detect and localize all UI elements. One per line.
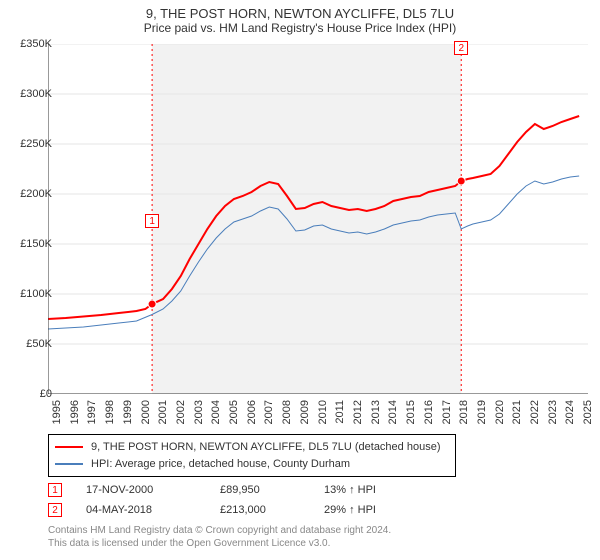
y-tick-label: £100K: [8, 288, 52, 300]
x-tick-label: 2010: [317, 400, 329, 424]
x-tick-label: 2000: [140, 400, 152, 424]
x-tick-label: 1997: [86, 400, 98, 424]
y-tick-label: £350K: [8, 38, 52, 50]
x-tick-label: 2002: [175, 400, 187, 424]
x-tick-label: 2018: [458, 400, 470, 424]
chart-subtitle: Price paid vs. HM Land Registry's House …: [0, 21, 600, 39]
x-tick-label: 2008: [281, 400, 293, 424]
x-tick-label: 2023: [547, 400, 559, 424]
x-tick-label: 2009: [299, 400, 311, 424]
x-tick-label: 2014: [387, 400, 399, 424]
y-tick-label: £200K: [8, 188, 52, 200]
x-tick-label: 2020: [494, 400, 506, 424]
legend-label: 9, THE POST HORN, NEWTON AYCLIFFE, DL5 7…: [91, 439, 440, 456]
legend-swatch: [55, 463, 83, 465]
chart-title: 9, THE POST HORN, NEWTON AYCLIFFE, DL5 7…: [0, 0, 600, 21]
x-tick-label: 2004: [210, 400, 222, 424]
sale-row: 2 04-MAY-2018 £213,000 29% ↑ HPI: [48, 500, 414, 520]
sale-price: £89,950: [220, 484, 300, 496]
y-tick-label: £50K: [8, 338, 52, 350]
sale-date: 17-NOV-2000: [86, 484, 196, 496]
legend-swatch: [55, 446, 83, 448]
plot-area: 1995199619971998199920002001200220032004…: [48, 44, 588, 394]
x-tick-label: 1998: [104, 400, 116, 424]
y-tick-label: £0: [8, 388, 52, 400]
x-tick-label: 2022: [529, 400, 541, 424]
attribution-line2: This data is licensed under the Open Gov…: [48, 538, 330, 549]
x-tick-label: 2019: [476, 400, 488, 424]
x-tick-label: 2017: [441, 400, 453, 424]
x-tick-label: 2021: [511, 400, 523, 424]
x-tick-label: 2003: [193, 400, 205, 424]
legend-label: HPI: Average price, detached house, Coun…: [91, 456, 350, 473]
y-tick-label: £150K: [8, 238, 52, 250]
x-tick-label: 2001: [157, 400, 169, 424]
sale-diff: 29% ↑ HPI: [324, 504, 414, 516]
sale-marker-2: 2: [454, 41, 468, 55]
legend-row: 9, THE POST HORN, NEWTON AYCLIFFE, DL5 7…: [55, 439, 449, 456]
sale-diff: 13% ↑ HPI: [324, 484, 414, 496]
x-tick-label: 2011: [334, 400, 346, 424]
attribution-line1: Contains HM Land Registry data © Crown c…: [48, 525, 391, 536]
sale-date: 04-MAY-2018: [86, 504, 196, 516]
sale-marker-icon: 2: [48, 503, 62, 517]
x-tick-label: 2025: [582, 400, 594, 424]
chart-svg: [48, 44, 588, 394]
x-tick-label: 2012: [352, 400, 364, 424]
sale-row: 1 17-NOV-2000 £89,950 13% ↑ HPI: [48, 480, 414, 500]
x-tick-label: 1999: [122, 400, 134, 424]
x-tick-label: 2024: [564, 400, 576, 424]
sale-marker-1: 1: [145, 214, 159, 228]
x-tick-label: 2005: [228, 400, 240, 424]
y-tick-label: £250K: [8, 138, 52, 150]
x-tick-label: 2006: [246, 400, 258, 424]
sale-marker-icon: 1: [48, 483, 62, 497]
sales-table: 1 17-NOV-2000 £89,950 13% ↑ HPI 2 04-MAY-2018…: [48, 480, 414, 520]
x-tick-label: 1996: [69, 400, 81, 424]
x-tick-label: 2016: [423, 400, 435, 424]
sale-price: £213,000: [220, 504, 300, 516]
legend-box: 9, THE POST HORN, NEWTON AYCLIFFE, DL5 7…: [48, 434, 456, 477]
x-tick-label: 2015: [405, 400, 417, 424]
attribution-text: Contains HM Land Registry data © Crown c…: [48, 524, 568, 550]
x-tick-label: 2007: [263, 400, 275, 424]
legend-row: HPI: Average price, detached house, Coun…: [55, 456, 449, 473]
y-tick-label: £300K: [8, 88, 52, 100]
x-tick-label: 1995: [51, 400, 63, 424]
x-tick-label: 2013: [370, 400, 382, 424]
